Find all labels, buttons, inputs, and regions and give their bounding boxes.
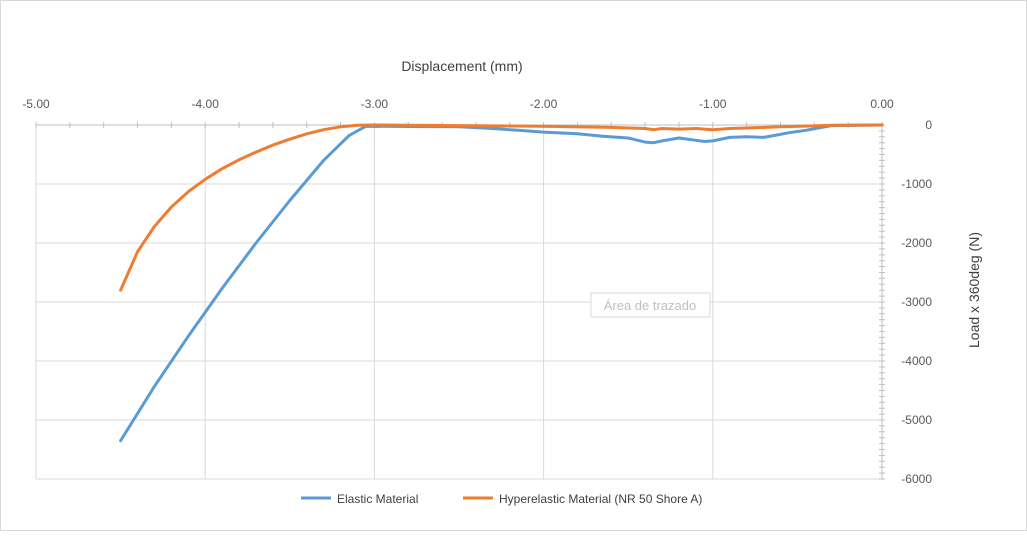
y-tick-label: -6000 [901,472,932,486]
y-tick-label: -2000 [901,236,932,250]
gridlines [35,124,883,480]
series-lines [119,123,884,443]
x-tick-label: -1.00 [699,97,727,111]
y-tick-label: 0 [925,118,932,132]
legend-label-elastic: Elastic Material [337,492,418,506]
axes: -5.00 -4.00 -3.00 -2.00 -1.00 0.00 0 -1000 -2000… [22,97,932,486]
tooltip-text: Área de trazado [604,298,697,313]
x-tick-label: -4.00 [192,97,220,111]
tooltip-box [590,292,711,318]
x-tick-label: -5.00 [22,97,50,111]
y-tick-label: -3000 [901,295,932,309]
x-tick-label: 0.00 [870,97,894,111]
x-axis-title: Displacement (mm) [401,58,522,74]
x-tick-label: -2.00 [530,97,558,111]
y-axis-title: Load x 360deg (N) [966,232,982,348]
legend-label-hyperelastic: Hyperelastic Material (NR 50 Shore A) [499,492,702,506]
y-tick-label: -1000 [901,177,932,191]
y-tick-label: -4000 [901,354,932,368]
legend: Elastic Material Hyperelastic Material (… [301,492,702,506]
y-tick-label: -5000 [901,413,932,427]
series-line-hyperelastic [119,123,884,292]
plot-area-tooltip: Área de trazado [590,292,711,318]
series-line-elastic [119,123,884,443]
x-tick-label: -3.00 [361,97,389,111]
